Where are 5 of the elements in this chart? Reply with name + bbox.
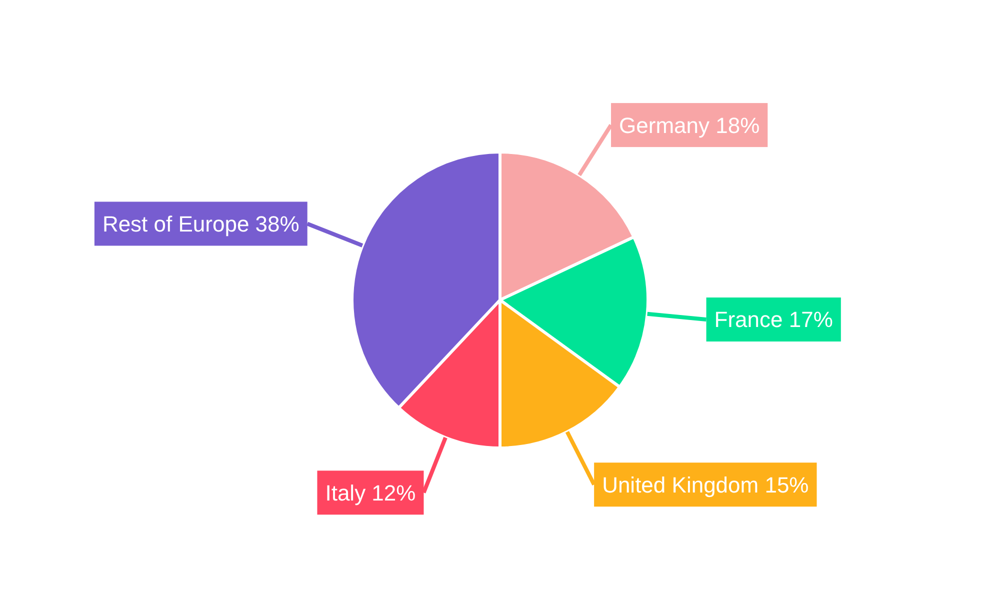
slice-label: Italy 12% — [325, 480, 416, 506]
slice-label: Rest of Europe 38% — [102, 211, 300, 236]
slice-label: United Kingdom 15% — [602, 472, 809, 498]
slice-label: Germany 18% — [619, 112, 760, 138]
slice-label: France 17% — [714, 307, 833, 332]
